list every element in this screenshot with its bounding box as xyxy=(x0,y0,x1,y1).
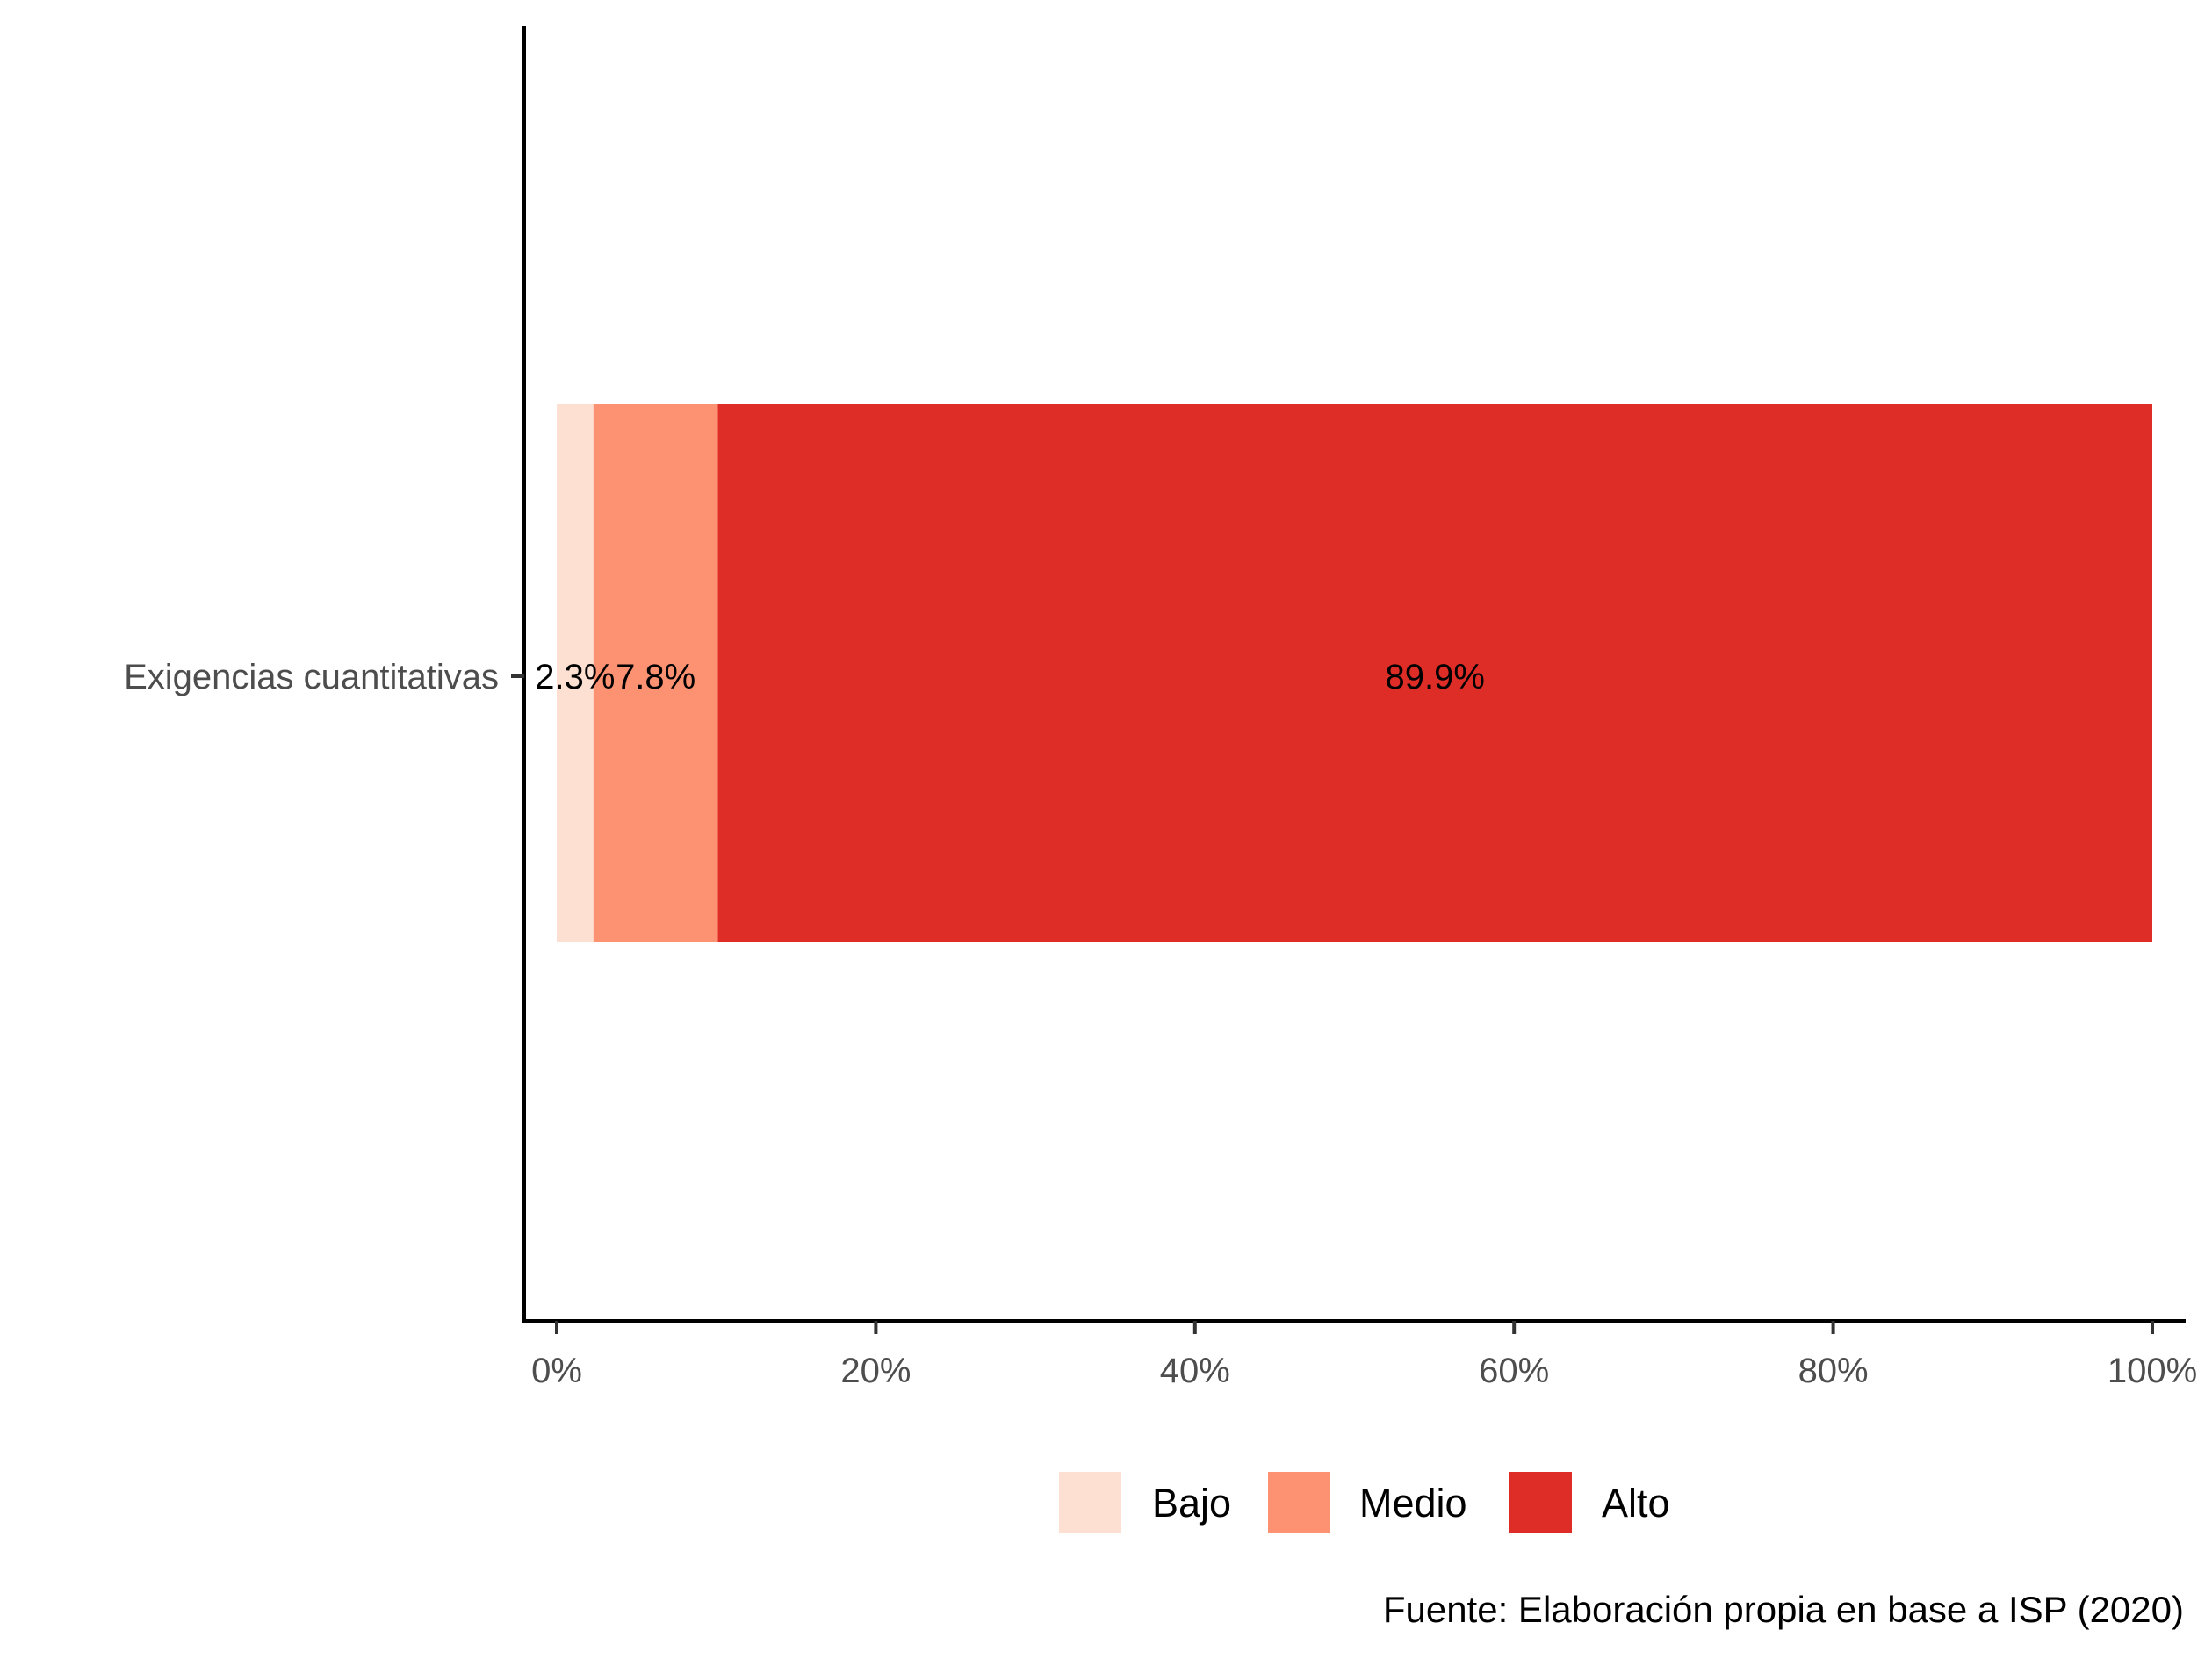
x-tick-label: 0% xyxy=(531,1352,582,1390)
legend-key-medio xyxy=(1268,1472,1330,1533)
bars-layer xyxy=(557,404,2152,942)
x-tick-label: 60% xyxy=(1479,1352,1549,1390)
x-tick-label: 40% xyxy=(1160,1352,1230,1390)
x-axis: 0% 20% 40% 60% 80% 100% xyxy=(531,1321,2197,1390)
bar-label-bajo: 2.3% xyxy=(535,658,615,696)
legend-key-bajo xyxy=(1059,1472,1121,1533)
x-tick-label: 20% xyxy=(840,1352,911,1390)
legend-label-medio: Medio xyxy=(1359,1481,1467,1526)
legend-label-alto: Alto xyxy=(1602,1481,1670,1526)
x-tick-label: 80% xyxy=(1798,1352,1869,1390)
bar-segment-bajo xyxy=(557,404,594,942)
bar-segment-medio xyxy=(593,404,718,942)
x-tick-label: 100% xyxy=(2108,1352,2197,1390)
y-tick-label: Exigencias cuantitativas xyxy=(124,658,499,696)
legend-label-bajo: Bajo xyxy=(1152,1481,1231,1526)
chart-caption: Fuente: Elaboración propia en base a ISP… xyxy=(1383,1589,2184,1630)
bar-label-alto: 89.9% xyxy=(1386,658,1485,696)
bar-segment-alto xyxy=(717,404,2152,942)
bar-labels-layer: 2.3% 7.8% 89.9% xyxy=(535,658,1485,696)
legend: Bajo Medio Alto xyxy=(1059,1472,1670,1533)
y-axis: Exigencias cuantitativas xyxy=(124,658,524,696)
legend-key-alto xyxy=(1509,1472,1572,1533)
bar-label-medio: 7.8% xyxy=(616,658,695,696)
